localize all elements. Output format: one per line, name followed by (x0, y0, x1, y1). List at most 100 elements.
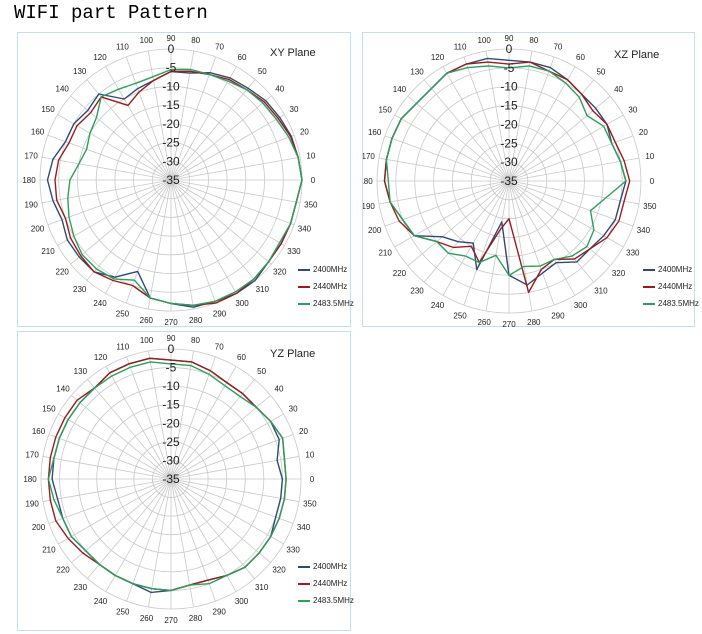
angle-tick-label: 170 (25, 451, 39, 460)
angle-tick-label: 10 (306, 151, 315, 160)
yz-polar-plot: 0 10 20 30 40 50 60 70 80 90 100 110 120 130 140 150 160… (23, 334, 317, 625)
legend-item-2400: 2400MHz (298, 261, 354, 278)
angle-tick-label: 320 (612, 269, 626, 278)
grid-spoke (48, 434, 172, 480)
angle-tick-label: 20 (299, 427, 308, 436)
angle-tick-label: 60 (238, 53, 247, 62)
angle-tick-label: 230 (73, 285, 87, 294)
angle-tick-label: 180 (23, 475, 37, 484)
legend-swatch (643, 268, 655, 271)
angle-tick-label: 0 (310, 475, 315, 484)
angle-tick-label: 120 (94, 353, 108, 362)
angle-tick-label: 50 (596, 67, 605, 76)
angle-tick-label: 120 (93, 53, 107, 62)
angle-tick-label: 50 (257, 367, 266, 376)
radial-tick-label: -25 (500, 136, 518, 150)
radial-tick-label: 0 (506, 42, 513, 56)
grid-spoke (508, 180, 555, 306)
radial-tick-label: -20 (162, 117, 180, 131)
radial-tick-label: -30 (162, 154, 180, 168)
grid-spoke (58, 478, 172, 545)
angle-tick-label: 140 (56, 384, 70, 393)
angle-tick-label: 40 (275, 85, 284, 94)
grid-spoke (41, 179, 172, 204)
yz-legend: 2400MHz 2440MHz 2483.5MHz (298, 558, 354, 609)
grid-spoke (508, 180, 640, 205)
grid-spoke (147, 179, 172, 310)
grid-spoke (463, 56, 510, 182)
legend-item-2440: 2440MHz (298, 278, 354, 295)
grid-spoke (70, 179, 172, 265)
legend-swatch (298, 268, 310, 271)
radial-tick-label: -25 (162, 435, 180, 449)
angle-tick-label: 310 (255, 583, 269, 592)
radial-tick-label: -35 (162, 173, 180, 187)
angle-tick-label: 30 (290, 105, 299, 114)
angle-tick-label: 130 (410, 67, 424, 76)
grid-spoke (508, 157, 640, 182)
angle-tick-label: 0 (650, 177, 655, 186)
radial-tick-label: -25 (162, 136, 180, 150)
angle-tick-label: 130 (74, 367, 88, 376)
legend-item-2440: 2440MHz (298, 575, 354, 592)
grid-spoke (508, 180, 576, 296)
angle-tick-label: 70 (553, 43, 562, 52)
grid-spoke (170, 156, 301, 181)
radial-tick-label: -35 (500, 174, 518, 188)
angle-tick-label: 150 (378, 106, 392, 115)
legend-swatch (643, 302, 655, 305)
legend-swatch (298, 599, 310, 602)
grid-spoke (485, 50, 510, 182)
grid-spoke (384, 135, 510, 182)
angle-tick-label: 250 (116, 309, 130, 318)
angle-tick-label: 210 (378, 249, 392, 258)
angle-tick-label: 300 (235, 299, 249, 308)
radial-tick-label: -10 (162, 79, 180, 93)
angle-tick-label: 220 (393, 269, 407, 278)
legend-label: 2483.5MHz (313, 596, 354, 605)
grid-spoke (105, 478, 172, 592)
page-title: WIFI part Pattern (14, 2, 208, 24)
grid-spoke (170, 478, 294, 524)
grid-spoke (463, 180, 510, 306)
radial-tick-label: -35 (162, 472, 180, 486)
angle-tick-label: 320 (272, 566, 286, 575)
angle-tick-label: 340 (637, 226, 651, 235)
legend-item-2483: 2483.5MHz (643, 295, 699, 312)
grid-spoke (170, 95, 272, 181)
legend-swatch (643, 285, 655, 288)
angle-tick-label: 90 (167, 334, 176, 343)
grid-spoke (48, 478, 172, 524)
angle-tick-label: 270 (502, 320, 516, 328)
yz-plane-chart: 0 10 20 30 40 50 60 70 80 90 100 110 120 130 140 150 160… (17, 331, 354, 631)
angle-tick-label: 100 (140, 36, 154, 45)
angle-tick-label: 70 (215, 43, 224, 52)
angle-tick-label: 350 (304, 201, 318, 210)
angle-tick-label: 270 (164, 318, 178, 327)
legend-swatch (298, 302, 310, 305)
angle-tick-label: 150 (42, 405, 56, 414)
angle-tick-label: 220 (56, 267, 70, 276)
angle-tick-label: 280 (189, 614, 203, 623)
grid-spoke (170, 179, 195, 310)
angle-tick-label: 10 (305, 451, 314, 460)
angle-tick-label: 320 (273, 267, 287, 276)
grid-spoke (423, 180, 510, 283)
grid-spoke (170, 79, 256, 181)
angle-tick-label: 300 (574, 301, 588, 310)
angle-tick-label: 100 (140, 336, 154, 345)
legend-label: 2440MHz (658, 282, 693, 291)
grid-spoke (170, 179, 272, 265)
grid-spoke (125, 179, 172, 304)
radial-tick-label: -5 (166, 361, 177, 375)
angle-tick-label: 290 (213, 607, 227, 616)
legend-label: 2483.5MHz (658, 299, 699, 308)
grid-spoke (170, 179, 237, 294)
grid-spoke (485, 180, 510, 312)
angle-tick-label: 260 (477, 318, 491, 327)
grid-spoke (170, 179, 295, 226)
angle-tick-label: 250 (116, 607, 130, 616)
legend-label: 2440MHz (313, 282, 348, 291)
grid-spoke (170, 478, 271, 563)
